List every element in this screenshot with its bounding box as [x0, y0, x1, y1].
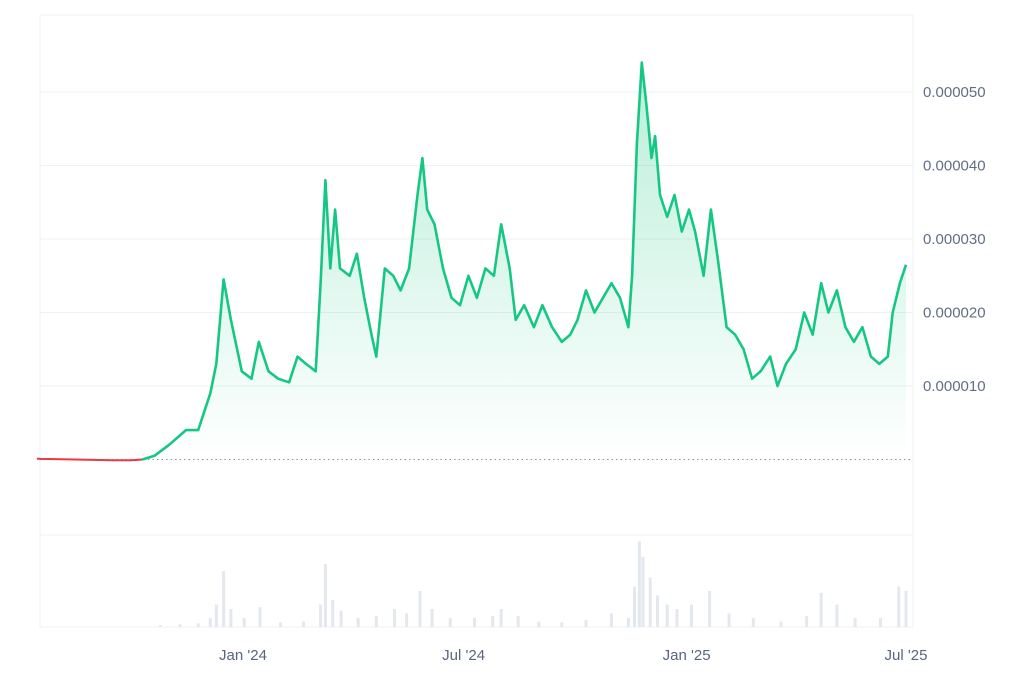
- volume-bar: [689, 604, 693, 627]
- price-line-down: [36, 457, 143, 462]
- volume-bar: [499, 609, 503, 627]
- x-tick-label: Jan '24: [219, 647, 267, 664]
- volume-bar: [159, 625, 163, 627]
- volume-bar: [897, 586, 901, 627]
- volume-bar: [675, 609, 679, 627]
- volume-bar: [418, 591, 422, 627]
- volume-bar: [648, 577, 652, 627]
- volume-bar: [302, 621, 306, 627]
- volume-bar: [319, 604, 323, 627]
- volume-bar: [516, 616, 520, 627]
- x-tick-label: Jul '24: [442, 647, 485, 664]
- volume-bar: [751, 618, 755, 627]
- volume-bar: [430, 609, 434, 627]
- volume-bar: [196, 623, 200, 627]
- volume-bar: [805, 616, 809, 627]
- volume-bar: [448, 618, 452, 627]
- price-area-fill: [142, 62, 906, 460]
- volume-bar: [779, 621, 783, 627]
- volume-bar: [835, 604, 839, 627]
- volume-bar: [356, 618, 360, 627]
- volume-bar: [242, 618, 246, 627]
- volume-bars: [159, 541, 908, 627]
- volume-bar: [258, 607, 262, 627]
- y-tick-label: 0.000010: [923, 378, 986, 395]
- volume-bar: [626, 618, 630, 627]
- y-tick-label: 0.000040: [923, 158, 986, 175]
- volume-bar: [632, 586, 636, 627]
- volume-bar: [229, 609, 233, 627]
- volume-bar: [879, 618, 883, 627]
- volume-bar: [222, 571, 226, 627]
- volume-bar: [537, 621, 541, 627]
- volume-bar: [491, 616, 495, 627]
- volume-bar: [214, 604, 218, 627]
- plot-frame: [39, 14, 914, 628]
- volume-bar: [641, 556, 645, 627]
- y-tick-label: 0.000030: [923, 231, 986, 248]
- volume-bar: [637, 541, 641, 627]
- volume-bar: [178, 624, 182, 627]
- volume-bar: [393, 609, 397, 627]
- volume-bar: [405, 613, 409, 627]
- volume-bar: [323, 564, 327, 627]
- volume-bar: [208, 618, 212, 627]
- volume-bar: [904, 591, 908, 627]
- y-tick-label: 0.000020: [923, 305, 986, 322]
- volume-bar: [584, 619, 588, 627]
- y-axis: 0.000010 0.000020 0.000030 0.000040 0.000050: [923, 84, 986, 395]
- x-tick-label: Jan '25: [663, 647, 711, 664]
- volume-bar: [374, 616, 378, 627]
- volume-bar: [819, 592, 823, 627]
- x-tick-label: Jul '25: [885, 647, 928, 664]
- volume-bar: [853, 618, 857, 627]
- volume-bar: [279, 622, 283, 627]
- volume-bar: [339, 610, 343, 627]
- volume-bar: [708, 591, 712, 627]
- volume-bar: [609, 613, 613, 627]
- y-tick-label: 0.000050: [923, 84, 986, 101]
- volume-bar: [331, 600, 335, 627]
- volume-bar: [473, 618, 477, 627]
- x-axis: Jan '24 Jul '24 Jan '25 Jul '25: [219, 647, 927, 664]
- volume-bar: [560, 622, 564, 627]
- price-line-up: [142, 61, 908, 461]
- volume-bar: [665, 604, 669, 627]
- volume-bar: [656, 595, 660, 627]
- volume-bar: [727, 613, 731, 627]
